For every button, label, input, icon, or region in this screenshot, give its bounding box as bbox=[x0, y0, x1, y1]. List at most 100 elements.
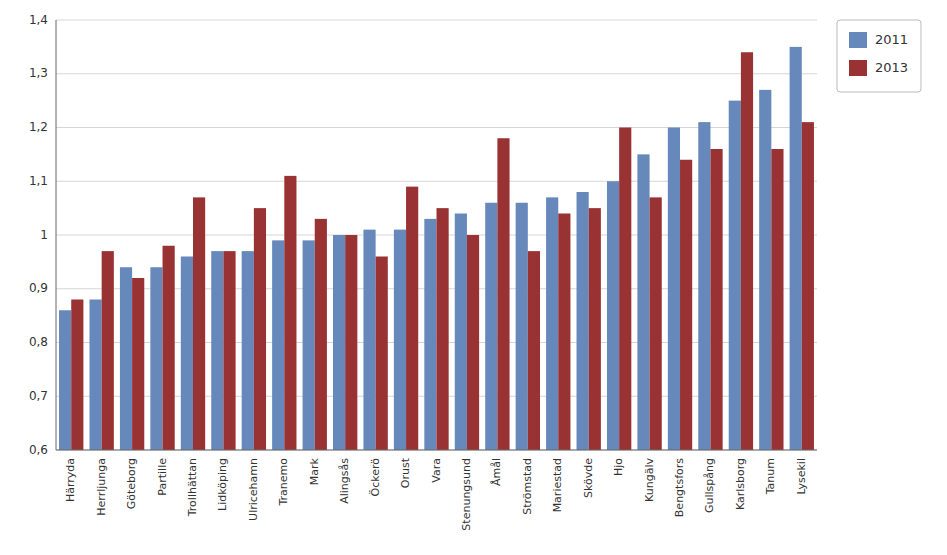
bar bbox=[802, 122, 814, 450]
x-tick-label: Tranemo bbox=[277, 458, 290, 507]
bar bbox=[223, 251, 235, 450]
grid-line bbox=[56, 20, 817, 21]
bar bbox=[771, 149, 783, 450]
bar bbox=[790, 47, 802, 450]
bar bbox=[242, 251, 254, 450]
bar bbox=[485, 203, 497, 450]
bar bbox=[680, 160, 692, 450]
x-tick-label: Orust bbox=[399, 457, 412, 488]
bar bbox=[363, 230, 375, 450]
x-tick-label: Kungälv bbox=[643, 458, 656, 502]
y-tick-label: 1,4 bbox=[29, 13, 48, 27]
x-tick-label: Lysekil bbox=[795, 458, 808, 495]
grid bbox=[56, 20, 817, 450]
x-tick-label: Strömstad bbox=[521, 458, 534, 515]
legend-frame bbox=[837, 20, 921, 92]
bar bbox=[89, 300, 101, 451]
legend: 2011 2013 bbox=[837, 20, 921, 92]
x-tick-label: Vara bbox=[430, 458, 443, 483]
bar bbox=[698, 122, 710, 450]
x-tick-label: Bengtsfors bbox=[673, 458, 686, 517]
bar bbox=[729, 101, 741, 450]
y-tick-label: 1 bbox=[40, 228, 48, 242]
bar bbox=[577, 192, 589, 450]
grid-line bbox=[56, 450, 817, 451]
bar bbox=[467, 235, 479, 450]
grid-line bbox=[56, 73, 817, 74]
x-tick-label: Mariestad bbox=[551, 458, 564, 512]
x-tick-label: Partille bbox=[156, 458, 169, 496]
x-tick-label: Trollhättan bbox=[186, 458, 199, 517]
legend-swatch bbox=[849, 60, 867, 76]
bar bbox=[424, 219, 436, 450]
chart: 0,6 0,7 0,8 0,9 1 1,1 1,2 1,3 1,4 Härryda Herrljun… bbox=[0, 0, 947, 555]
bar bbox=[668, 128, 680, 451]
bar bbox=[254, 208, 266, 450]
bar bbox=[437, 208, 449, 450]
bar bbox=[163, 246, 175, 450]
x-tick-label: Herrljunga bbox=[95, 458, 108, 516]
y-tick-label: 0,9 bbox=[29, 281, 48, 295]
y-axis-line bbox=[56, 20, 57, 450]
bar bbox=[558, 214, 570, 451]
bar bbox=[546, 197, 558, 450]
y-tick-label: 0,8 bbox=[29, 335, 48, 349]
bar bbox=[759, 90, 771, 450]
x-tick-label: Åmål bbox=[490, 458, 503, 486]
bar bbox=[333, 235, 345, 450]
bar bbox=[272, 240, 284, 450]
y-tick-label: 0,7 bbox=[29, 389, 48, 403]
bar bbox=[150, 267, 162, 450]
bar bbox=[650, 197, 662, 450]
bar bbox=[181, 257, 193, 451]
x-tick-label: Gullspång bbox=[703, 458, 716, 513]
bar bbox=[102, 251, 114, 450]
x-tick-label: Ulricehamn bbox=[247, 458, 260, 521]
bar bbox=[376, 257, 388, 451]
bar bbox=[59, 310, 71, 450]
bar bbox=[710, 149, 722, 450]
legend-label: 2011 bbox=[875, 32, 908, 47]
bar bbox=[516, 203, 528, 450]
x-tick-label: Karlsborg bbox=[734, 458, 747, 510]
bars bbox=[59, 47, 814, 450]
bar bbox=[120, 267, 132, 450]
y-tick-label: 1,2 bbox=[29, 120, 48, 134]
bar bbox=[589, 208, 601, 450]
x-tick-label: Skövde bbox=[582, 458, 595, 498]
x-tick-label: Göteborg bbox=[125, 458, 138, 509]
x-axis-line bbox=[56, 450, 817, 451]
bar bbox=[619, 128, 631, 451]
bar bbox=[284, 176, 296, 450]
y-tick-label: 0,6 bbox=[29, 443, 48, 457]
x-tick-label: Lidköping bbox=[216, 458, 229, 511]
x-tick-label: Tanum bbox=[764, 458, 777, 495]
bar bbox=[528, 251, 540, 450]
x-tick-label: Mark bbox=[308, 457, 321, 485]
bar bbox=[455, 214, 467, 451]
x-tick-label: Hjo bbox=[612, 458, 625, 476]
bar bbox=[315, 219, 327, 450]
bar bbox=[211, 251, 223, 450]
x-tick-label: Stenungsund bbox=[460, 458, 473, 531]
bar bbox=[303, 240, 315, 450]
bar bbox=[193, 197, 205, 450]
bar bbox=[132, 278, 144, 450]
bar bbox=[741, 52, 753, 450]
y-axis: 0,6 0,7 0,8 0,9 1 1,1 1,2 1,3 1,4 bbox=[29, 13, 48, 457]
bar bbox=[394, 230, 406, 450]
x-tick-label: Alingsås bbox=[338, 458, 351, 504]
x-tick-label: Öckerö bbox=[369, 458, 382, 497]
bar bbox=[406, 187, 418, 450]
bar bbox=[497, 138, 509, 450]
x-axis: Härryda Herrljunga Göteborg Partille Trollhä… bbox=[64, 457, 808, 530]
bar bbox=[345, 235, 357, 450]
bar bbox=[71, 300, 83, 451]
bar bbox=[637, 154, 649, 450]
y-tick-label: 1,1 bbox=[29, 174, 48, 188]
legend-swatch bbox=[849, 32, 867, 48]
y-tick-label: 1,3 bbox=[29, 66, 48, 80]
bar bbox=[607, 181, 619, 450]
legend-label: 2013 bbox=[875, 60, 908, 75]
x-tick-label: Härryda bbox=[64, 458, 77, 502]
